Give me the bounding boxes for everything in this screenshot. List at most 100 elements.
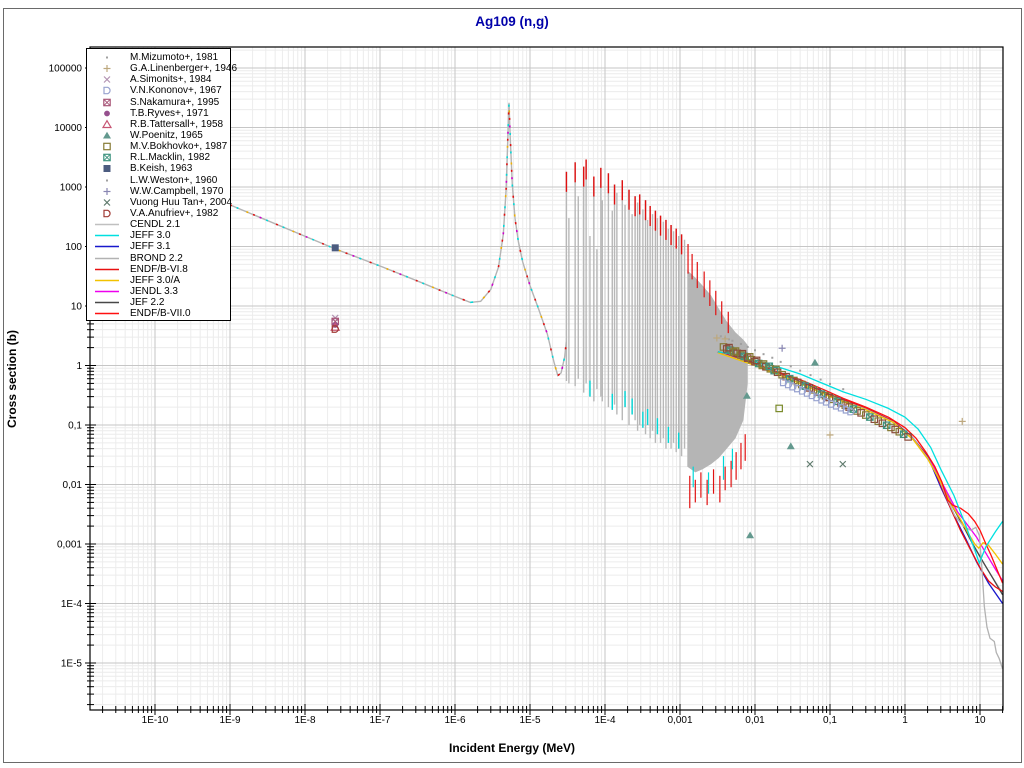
legend-item-label: JEF 2.2: [130, 297, 165, 309]
svg-text:100: 100: [65, 242, 82, 253]
legend-item: B.Keish, 1963: [87, 163, 230, 174]
svg-text:0,001: 0,001: [57, 540, 82, 551]
svg-text:0,1: 0,1: [823, 715, 837, 726]
legend-item-label: BROND 2.2: [130, 252, 183, 264]
line-sample-icon: [95, 312, 119, 315]
line-sample-icon: [95, 246, 119, 248]
svg-text:1: 1: [902, 715, 908, 726]
triopen-marker-icon: [101, 119, 113, 129]
legend-item-label: A.Simonits+, 1984: [130, 74, 212, 86]
svg-text:1E-8: 1E-8: [294, 715, 316, 726]
legend-item: M.V.Bokhovko+, 1987: [87, 141, 230, 152]
svg-text:100000: 100000: [49, 64, 83, 75]
svg-text:1E-5: 1E-5: [519, 715, 541, 726]
svg-text:10: 10: [974, 715, 986, 726]
line-sample-icon: [95, 257, 119, 259]
sqx-marker-icon: [103, 154, 111, 162]
sqfill-marker-icon: [103, 165, 111, 173]
svg-text:1E-7: 1E-7: [369, 715, 391, 726]
legend-item-label: S.Nakamura+, 1995: [130, 96, 220, 108]
page-title: Ag109 (n,g): [475, 14, 549, 29]
legend-item: W.W.Campbell, 1970: [87, 186, 230, 197]
legend-item-label: V.N.Kononov+, 1967: [130, 85, 222, 97]
line-sample-icon: [95, 268, 119, 271]
legend-item: JEFF 3.0/A: [87, 275, 230, 286]
legend-item: ENDF/B-VII.0: [87, 308, 230, 319]
legend-item: Vuong Huu Tan+, 2004: [87, 196, 233, 208]
sqopen-marker-icon: [103, 142, 111, 151]
legend-item: R.B.Tattersall+, 1958: [87, 119, 230, 130]
legend-item: JEF 2.2: [87, 297, 230, 308]
legend-item-label: JENDL 3.3: [130, 286, 178, 298]
legend-item-label: B.Keish, 1963: [130, 163, 193, 175]
plus-marker-icon: [103, 65, 111, 73]
trifill-marker-icon: [103, 131, 111, 139]
legend: M.Mizumoto+, 1981 G.A.Linenberger+, 1946 A…: [86, 48, 237, 321]
svg-text:1E-4: 1E-4: [61, 599, 83, 610]
legend-item: W.Poenitz, 1965: [87, 130, 230, 141]
svg-text:1000: 1000: [60, 183, 83, 194]
svg-text:1E-4: 1E-4: [594, 715, 616, 726]
line-sample-icon: [95, 301, 119, 304]
dot-marker-icon: [106, 56, 108, 59]
legend-item-label: Vuong Huu Tan+, 2004: [130, 196, 233, 208]
svg-text:1E-5: 1E-5: [61, 659, 83, 670]
legend-item-label: ENDF/B-VII.0: [130, 308, 191, 320]
legend-item: G.A.Linenberger+, 1946: [87, 63, 237, 74]
sqx-marker-icon: [103, 98, 111, 106]
x-marker-icon: [103, 76, 111, 84]
legend-item-label: M.Mizumoto+, 1981: [130, 52, 219, 64]
legend-item-label: R.B.Tattersall+, 1958: [130, 118, 224, 130]
dopen-marker-icon: [103, 87, 111, 95]
circ-marker-icon: [104, 110, 110, 117]
x-axis-label: Incident Energy (MeV): [448, 741, 576, 755]
legend-item: S.Nakamura+, 1995: [87, 97, 230, 108]
svg-text:10: 10: [71, 302, 83, 313]
svg-text:0,1: 0,1: [68, 421, 82, 432]
legend-item: JEFF 3.1: [87, 241, 230, 252]
line-sample-icon: [95, 223, 119, 226]
dopen-marker-icon: [103, 209, 111, 218]
line-sample-icon: [95, 235, 119, 237]
x-marker-icon: [103, 198, 111, 206]
legend-item-label: JEFF 3.1: [130, 241, 171, 253]
legend-item: V.N.Kononov+, 1967: [87, 85, 230, 96]
legend-item: ENDF/B-VI.8: [87, 264, 230, 275]
legend-item-label: M.V.Bokhovko+, 1987: [130, 141, 228, 153]
legend-item: M.Mizumoto+, 1981: [87, 52, 230, 63]
legend-item: L.W.Weston+, 1960: [87, 175, 230, 186]
svg-text:0,01: 0,01: [745, 715, 765, 726]
legend-item-label: CENDL 2.1: [130, 219, 181, 231]
legend-item: JEFF 3.0: [87, 230, 230, 241]
svg-text:1: 1: [76, 361, 82, 372]
legend-item-label: JEFF 3.0: [130, 230, 171, 242]
svg-text:1E-6: 1E-6: [444, 715, 466, 726]
legend-item-label: R.L.Macklin, 1982: [130, 152, 211, 164]
legend-item-label: G.A.Linenberger+, 1946: [130, 63, 238, 75]
legend-item-label: JEFF 3.0/A: [130, 274, 181, 286]
legend-item-label: W.W.Campbell, 1970: [130, 185, 224, 197]
svg-text:0,01: 0,01: [63, 480, 83, 491]
line-sample-icon: [95, 279, 119, 282]
legend-item: T.B.Ryves+, 1971: [87, 108, 230, 119]
legend-item: BROND 2.2: [87, 253, 230, 264]
legend-item-label: V.A.Anufriev+, 1982: [130, 208, 219, 220]
legend-item: A.Simonits+, 1984: [87, 74, 230, 85]
dot-marker-icon: [106, 179, 108, 182]
legend-item: JENDL 3.3: [87, 286, 230, 297]
y-axis-label: Cross section (b): [5, 330, 19, 429]
legend-item-label: T.B.Ryves+, 1971: [130, 107, 209, 119]
line-sample-icon: [95, 290, 119, 293]
plus-marker-icon: [103, 187, 111, 195]
legend-item-label: L.W.Weston+, 1960: [130, 174, 218, 186]
legend-item-label: ENDF/B-VI.8: [130, 263, 188, 275]
legend-item: R.L.Macklin, 1982: [87, 152, 230, 163]
svg-text:10000: 10000: [54, 123, 82, 134]
svg-text:0,001: 0,001: [667, 715, 692, 726]
svg-text:1E-10: 1E-10: [142, 715, 169, 726]
svg-text:1E-9: 1E-9: [219, 715, 241, 726]
legend-item-label: W.Poenitz, 1965: [130, 130, 203, 142]
legend-item: V.A.Anufriev+, 1982: [87, 208, 230, 219]
legend-item: CENDL 2.1: [87, 219, 230, 230]
